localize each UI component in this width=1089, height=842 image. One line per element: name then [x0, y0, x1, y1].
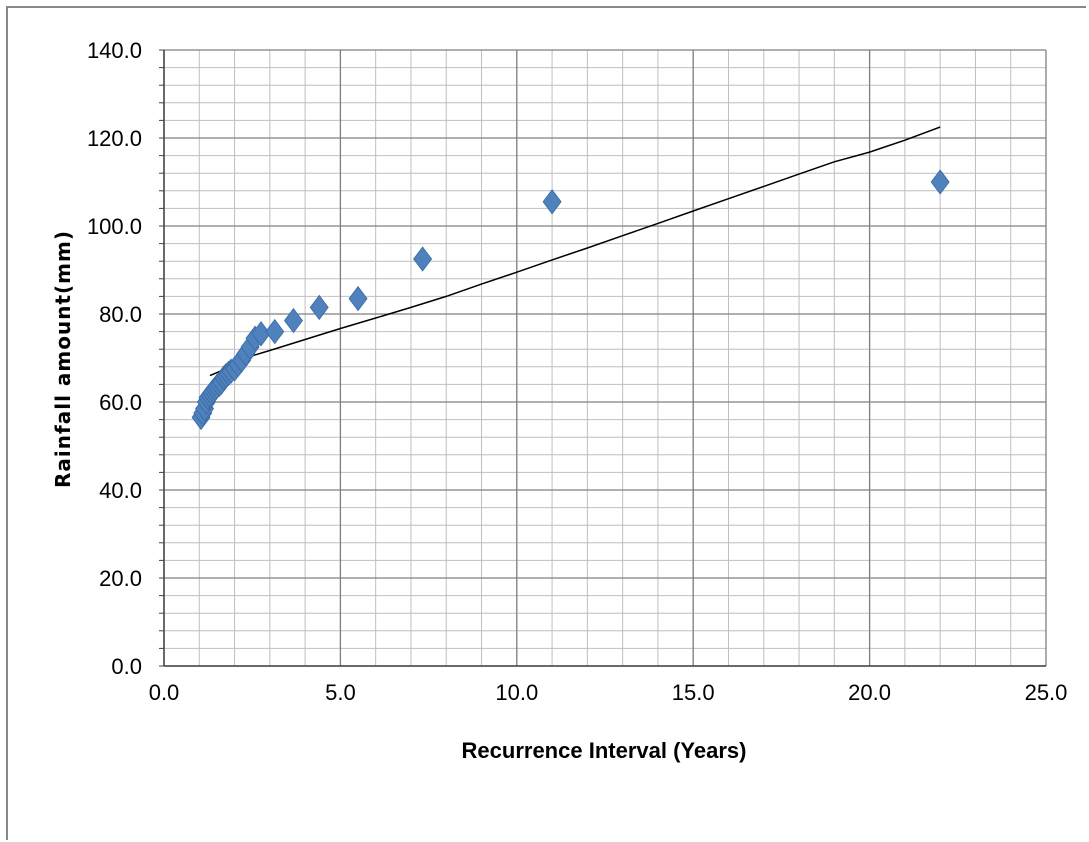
major-gridlines [163, 49, 1047, 667]
data-point-diamond [265, 318, 285, 345]
y-tick-label: 60.0 [99, 390, 142, 415]
y-tick-label: 40.0 [99, 478, 142, 503]
axes [159, 49, 1046, 667]
x-tick-label: 15.0 [672, 680, 715, 705]
x-tick-label: 0.0 [149, 680, 180, 705]
x-tick-label: 10.0 [495, 680, 538, 705]
trendline-path [209, 126, 941, 377]
y-tick-label: 80.0 [99, 302, 142, 327]
x-tick-label: 20.0 [848, 680, 891, 705]
y-tick-label: 100.0 [87, 214, 142, 239]
x-axis-label: Recurrence Interval (Years) [462, 738, 747, 763]
data-point-diamond [930, 169, 950, 195]
data-point-diamond [542, 189, 562, 215]
y-tick-label: 0.0 [111, 654, 142, 679]
x-tick-label: 5.0 [325, 680, 356, 705]
y-tick-label: 140.0 [87, 38, 142, 63]
data-point-diamond [283, 307, 303, 334]
data-point-diamond [309, 294, 329, 321]
y-tick-label: 120.0 [87, 126, 142, 151]
minor-gridlines [163, 49, 1047, 667]
y-axis-label: Rainfall amount(mm) [51, 230, 75, 488]
data-point-diamond [348, 285, 368, 312]
trendline [209, 126, 941, 377]
x-tick-label: 25.0 [1025, 680, 1068, 705]
y-tick-label: 20.0 [99, 566, 142, 591]
y-tick-labels: 0.0 20.0 40.0 60.0 80.0 100.0 120.0 140.0 [87, 38, 142, 679]
x-tick-labels: 0.0 5.0 10.0 15.0 20.0 25.0 [149, 680, 1068, 705]
data-point-diamond [413, 246, 433, 272]
data-points [191, 169, 950, 431]
chart-frame [6, 6, 1086, 840]
